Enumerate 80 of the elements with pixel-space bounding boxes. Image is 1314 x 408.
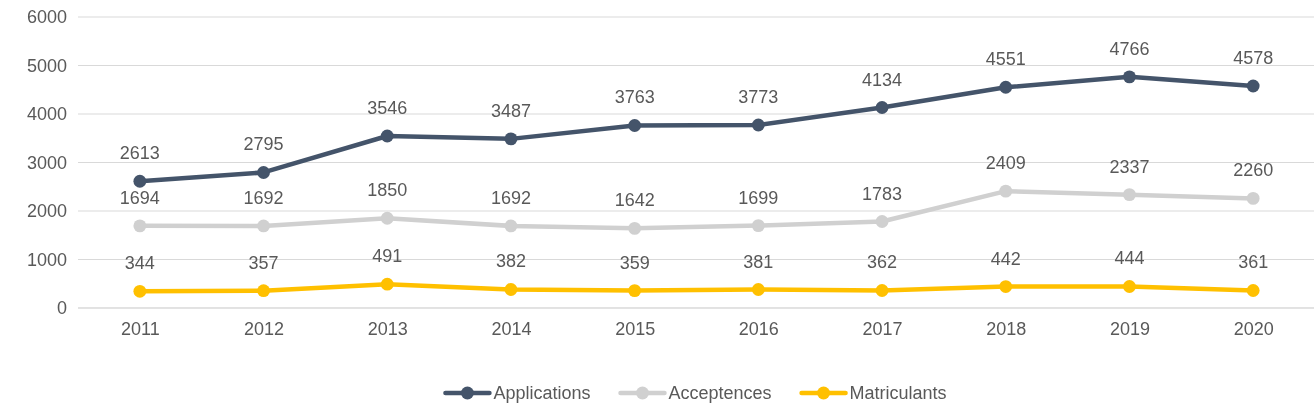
y-tick-label: 4000 [26,104,67,125]
legend-label: Applications [493,383,591,403]
point [999,184,1013,198]
data-label: 361 [1238,252,1269,273]
data-label: 344 [124,253,155,274]
x-tick-label: 2013 [367,318,408,339]
y-tick-label: 1000 [26,249,67,270]
point [257,284,270,298]
data-label: 1694 [119,187,160,208]
point [1246,79,1260,93]
data-label: 357 [248,252,279,273]
x-tick-label: 2011 [120,318,160,339]
point [133,219,147,233]
point [1123,70,1136,84]
point [133,174,147,188]
point [504,132,518,146]
data-label: 3546 [367,98,408,119]
point [380,211,394,225]
data-label: 2613 [119,143,160,164]
data-label: 4578 [1233,47,1274,68]
legend-label: Acceptences [668,383,772,403]
legend-label: Matriculants [849,383,947,403]
data-label: 1692 [490,187,531,208]
data-label: 3487 [490,100,531,121]
point [751,283,765,296]
point [628,221,642,235]
y-tick-label: 3000 [26,152,67,173]
data-label: 381 [743,251,774,272]
data-label: 3763 [614,87,655,108]
x-tick-label: 2017 [862,318,903,339]
point [1246,284,1260,297]
point [504,283,518,296]
y-tick-label: 2000 [26,201,67,222]
data-label: 1783 [862,183,903,204]
x-tick-label: 2019 [1109,318,1150,339]
point [875,284,889,297]
y-tick-label: 5000 [26,55,67,76]
point [628,119,642,132]
x-tick-label: 2020 [1233,318,1274,339]
data-label: 442 [990,248,1021,269]
data-label: 2337 [1109,156,1150,177]
point [1123,188,1136,202]
x-tick-label: 2012 [244,318,285,339]
point [1246,191,1260,205]
data-label: 1692 [243,187,284,208]
data-label: 4551 [985,49,1026,70]
data-label: 1642 [614,190,655,211]
data-label: 2795 [243,134,284,155]
point [380,129,394,143]
point [875,101,889,114]
data-label: 4134 [862,69,903,90]
data-label: 1850 [367,180,408,201]
point [751,118,765,132]
point [628,284,642,298]
point [257,219,270,233]
point [999,280,1013,293]
point [999,80,1013,94]
point [1123,280,1136,293]
point [875,215,889,228]
data-label: 362 [867,252,898,273]
point [133,284,147,298]
data-label: 491 [372,246,403,267]
data-label: 2260 [1233,160,1274,181]
data-label: 359 [619,252,650,273]
data-label: 4766 [1109,38,1150,59]
point [504,219,518,233]
data-label: 1699 [738,187,779,208]
point [751,219,765,233]
data-label: 382 [495,251,526,272]
data-label: 3773 [738,87,779,108]
y-tick-label: 0 [56,298,67,319]
point [257,166,270,179]
y-tick-label: 6000 [26,7,67,28]
data-label: 444 [1114,248,1145,269]
x-tick-label: 2018 [986,318,1027,339]
x-tick-label: 2016 [738,318,779,339]
point [380,277,394,291]
x-tick-label: 2014 [491,318,532,339]
data-label: 2409 [985,153,1026,174]
x-tick-label: 2015 [615,318,656,339]
